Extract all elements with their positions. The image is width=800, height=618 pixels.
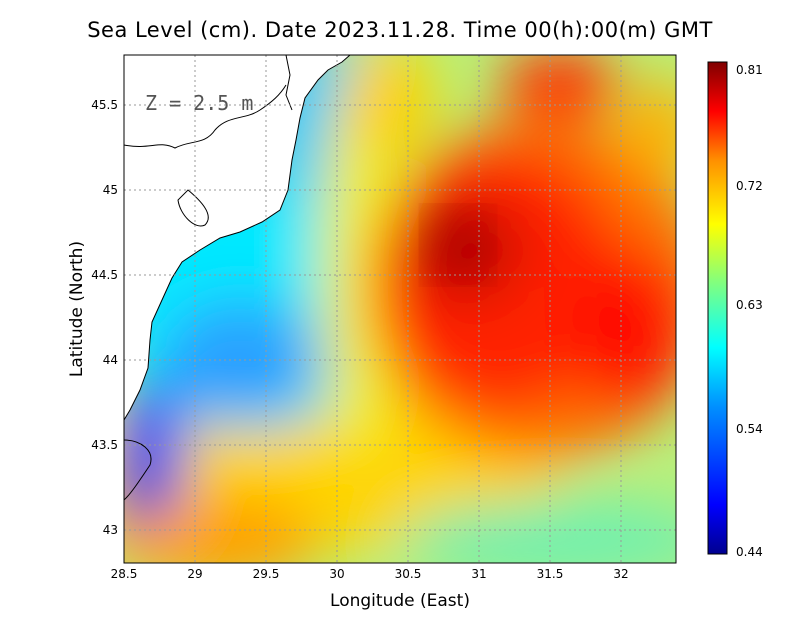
y-tick: 44 — [103, 353, 118, 367]
y-tick: 45 — [103, 183, 118, 197]
grid-lines — [124, 55, 676, 563]
colorbar-tick: 0.54 — [736, 422, 763, 436]
depth-label: Z = 2.5 m — [145, 91, 253, 115]
colorbar-gradient — [707, 61, 728, 555]
x-axis-label: Longitude (East) — [330, 591, 470, 611]
plot-frame — [123, 54, 677, 564]
y-tick: 45.5 — [91, 98, 118, 112]
map-title: Sea Level (cm). Date 2023.11.28. Time 00… — [87, 18, 713, 42]
coastline — [124, 55, 351, 501]
x-tick: 30.5 — [395, 567, 422, 581]
x-axis: 28.5 29 29.5 30 30.5 31 31.5 32 Longitud… — [111, 567, 629, 611]
colorbar-tick: 0.81 — [736, 63, 763, 77]
x-tick: 30 — [329, 567, 344, 581]
sea-level-field — [124, 55, 676, 563]
colorbar-tick: 0.44 — [736, 545, 763, 559]
colorbar-tick: 0.63 — [736, 298, 763, 312]
colorbar: 0.81 0.72 0.63 0.54 0.44 — [707, 61, 763, 559]
y-tick: 43 — [103, 523, 118, 537]
land-area — [124, 55, 350, 420]
x-tick: 29.5 — [253, 567, 280, 581]
y-axis-label: Latitude (North) — [67, 241, 87, 377]
y-axis: 43 43.5 44 44.5 45 45.5 Latitude (North) — [67, 98, 118, 537]
x-tick: 31 — [471, 567, 486, 581]
y-tick: 43.5 — [91, 438, 118, 452]
colorbar-tick: 0.72 — [736, 179, 763, 193]
x-tick: 29 — [187, 567, 202, 581]
x-tick: 28.5 — [111, 567, 138, 581]
y-tick: 44.5 — [91, 268, 118, 282]
x-tick: 31.5 — [537, 567, 564, 581]
x-tick: 32 — [613, 567, 628, 581]
